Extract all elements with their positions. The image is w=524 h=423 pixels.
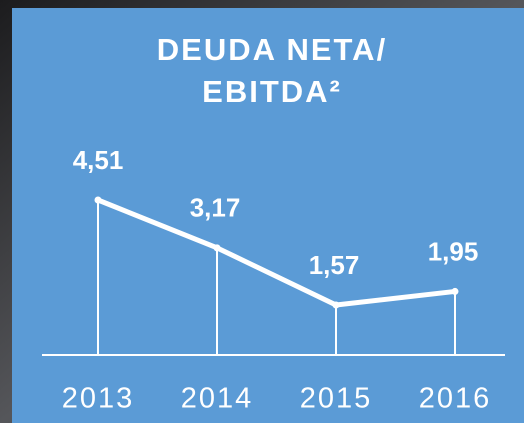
chart-title: EBITDA² <box>202 74 342 109</box>
value-label: 4,51 <box>73 145 124 175</box>
panel <box>12 8 524 423</box>
point <box>333 302 340 309</box>
x-tick-label: 2015 <box>300 383 373 415</box>
x-tick-label: 2013 <box>62 383 135 415</box>
value-label: 1,95 <box>428 236 479 266</box>
chart: DEUDA NETA/ EBITDA² 2013 2014 2015 2016 4,51… <box>0 0 524 423</box>
point <box>95 197 102 204</box>
value-label: 1,57 <box>309 250 360 280</box>
value-label: 3,17 <box>190 193 241 223</box>
point <box>214 244 221 251</box>
point <box>452 288 459 295</box>
x-tick-label: 2016 <box>419 383 492 415</box>
chart-title: DEUDA NETA/ <box>157 32 387 67</box>
x-tick-label: 2014 <box>181 383 254 415</box>
